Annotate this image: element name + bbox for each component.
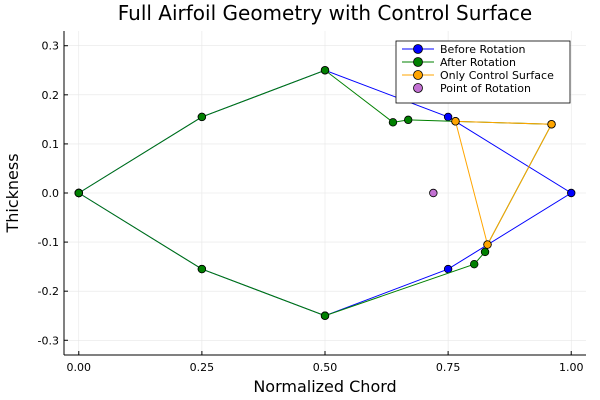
y-axis-label: Thickness (3, 153, 22, 233)
point-after-rotation-4 (404, 115, 413, 125)
legend-label-after-rotation: After Rotation (440, 56, 516, 69)
point-after-rotation-2 (320, 66, 330, 75)
y-tick-label-6: 0.3 (42, 40, 60, 53)
point-after-rotation-9 (470, 259, 479, 269)
y-tick-label-5: 0.2 (42, 89, 60, 102)
x-tick-label-0: 0.00 (67, 361, 92, 374)
point-after-rotation-11 (197, 264, 207, 274)
legend-marker-only-control-surface (413, 70, 423, 80)
point-only-control-surface-2 (483, 240, 492, 249)
y-tick-label-4: 0.1 (42, 138, 60, 151)
series-point-of-rotation (429, 188, 438, 198)
y-tick-label-2: -0.1 (38, 236, 59, 249)
point-before-rotation-3 (443, 112, 453, 122)
point-only-control-surface-1 (547, 120, 556, 129)
chart-title: Full Airfoil Geometry with Control Surfa… (118, 1, 532, 25)
x-tick-label-2: 0.50 (313, 361, 338, 374)
series-line-only-control-surface (455, 120, 553, 246)
x-tick-label-1: 0.25 (190, 361, 215, 374)
point-after-rotation-12 (74, 188, 83, 198)
legend-entry-after-rotation: After Rotation (402, 56, 516, 69)
x-axis-label: Normalized Chord (253, 377, 396, 396)
y-tick-label-1: -0.2 (38, 285, 59, 298)
plot-series (74, 66, 576, 320)
legend-entry-point-of-rotation: Point of Rotation (413, 82, 531, 95)
legend-label-before-rotation: Before Rotation (440, 43, 525, 56)
legend-marker-after-rotation (413, 57, 423, 67)
legend-marker-before-rotation (413, 44, 423, 54)
series-only-control-surface (451, 117, 556, 249)
point-before-rotation-4 (567, 188, 576, 198)
point-after-rotation-3 (388, 118, 398, 127)
point-after-rotation-1 (197, 112, 207, 122)
point-point-of-rotation-0 (429, 188, 438, 198)
y-tick-label-0: -0.3 (38, 334, 59, 347)
point-after-rotation-8 (480, 247, 490, 257)
legend-box (395, 40, 571, 104)
legend-label-only-control-surface: Only Control Surface (440, 69, 554, 82)
y-tick-label-3: 0.0 (42, 187, 60, 200)
x-tick-label-3: 0.75 (436, 361, 461, 374)
legend-marker-point-of-rotation (413, 83, 423, 93)
legend-entry-before-rotation: Before Rotation (402, 43, 525, 56)
legend-label-point-of-rotation: Point of Rotation (440, 82, 531, 95)
point-after-rotation-10 (320, 311, 330, 320)
legend-entry-only-control-surface: Only Control Surface (402, 69, 554, 82)
point-only-control-surface-3 (451, 117, 460, 126)
ticks: 0.00 0.25 0.50 0.75 1.00 -0.3 -0.2 -0.1 0.0 0.1 0.… (38, 40, 584, 374)
x-tick-label-4: 1.00 (559, 361, 584, 374)
